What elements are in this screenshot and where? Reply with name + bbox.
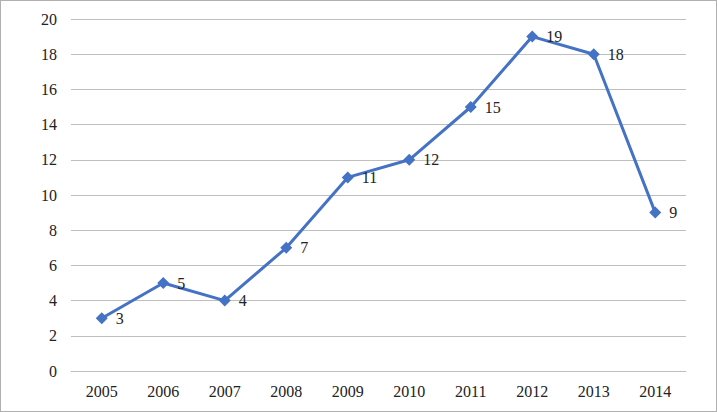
- svg-text:7: 7: [300, 239, 308, 256]
- svg-text:2012: 2012: [516, 383, 548, 400]
- svg-text:4: 4: [49, 292, 57, 309]
- svg-text:9: 9: [669, 204, 677, 221]
- svg-text:20: 20: [41, 11, 57, 28]
- svg-text:2013: 2013: [578, 383, 610, 400]
- svg-text:3: 3: [116, 310, 124, 327]
- svg-text:16: 16: [41, 81, 57, 98]
- svg-text:8: 8: [49, 222, 57, 239]
- svg-text:2009: 2009: [332, 383, 364, 400]
- svg-text:11: 11: [362, 169, 377, 186]
- svg-text:0: 0: [49, 363, 57, 380]
- svg-text:18: 18: [41, 46, 57, 63]
- svg-text:2005: 2005: [86, 383, 118, 400]
- svg-text:15: 15: [485, 99, 501, 116]
- svg-text:2008: 2008: [270, 383, 302, 400]
- svg-text:2011: 2011: [455, 383, 486, 400]
- svg-text:2014: 2014: [639, 383, 671, 400]
- svg-text:19: 19: [546, 28, 562, 45]
- svg-text:2007: 2007: [209, 383, 241, 400]
- svg-text:5: 5: [177, 275, 185, 292]
- svg-text:12: 12: [423, 151, 439, 168]
- svg-text:14: 14: [41, 116, 57, 133]
- svg-text:2010: 2010: [393, 383, 425, 400]
- svg-text:6: 6: [49, 257, 57, 274]
- svg-text:10: 10: [41, 187, 57, 204]
- svg-text:2: 2: [49, 327, 57, 344]
- svg-text:12: 12: [41, 151, 57, 168]
- svg-text:2006: 2006: [147, 383, 179, 400]
- svg-text:4: 4: [239, 292, 247, 309]
- svg-text:18: 18: [608, 46, 624, 63]
